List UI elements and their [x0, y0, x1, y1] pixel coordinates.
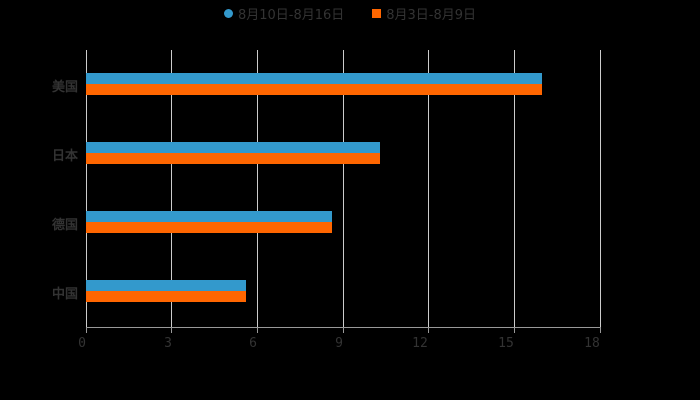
bar-japan-series-1[interactable]	[86, 142, 380, 153]
x-tick	[86, 327, 87, 333]
gridline	[171, 50, 172, 327]
x-tick	[600, 327, 601, 333]
gridline	[428, 50, 429, 327]
x-tick-label: 15	[498, 336, 514, 351]
x-tick	[514, 327, 515, 333]
bar-china-series-1[interactable]	[86, 280, 246, 291]
x-tick	[171, 327, 172, 333]
bar-japan-series-2[interactable]	[86, 153, 380, 164]
x-tick-label: 6	[249, 336, 257, 351]
x-tick-label: 3	[164, 336, 172, 351]
category-label-usa: 美国	[51, 80, 78, 95]
x-tick-label: 0	[78, 336, 86, 351]
category-label-japan: 日本	[51, 149, 78, 164]
bar-usa-series-1[interactable]	[86, 73, 542, 84]
x-tick-label: 18	[584, 336, 600, 351]
x-tick	[257, 327, 258, 333]
legend-marker-blue-icon	[223, 8, 233, 18]
category-label-china: 中国	[51, 287, 78, 302]
bar-germany-series-1[interactable]	[86, 211, 332, 222]
bar-usa-series-2[interactable]	[86, 84, 542, 95]
legend-label: 8月3日-8月9日	[386, 7, 477, 23]
category-label-germany: 德国	[51, 218, 78, 233]
gridline	[257, 50, 258, 327]
legend-label: 8月10日-8月16日	[237, 7, 345, 23]
legend-item-series-2[interactable]: 8月3日-8月9日	[372, 4, 477, 23]
bar-china-series-2[interactable]	[86, 291, 246, 302]
gridline	[600, 50, 601, 327]
gridline	[514, 50, 515, 327]
legend-marker-orange-icon	[372, 8, 382, 18]
bar-germany-series-2[interactable]	[86, 222, 332, 233]
x-tick-label: 12	[412, 336, 428, 351]
x-tick-label: 9	[335, 336, 343, 351]
gridline	[86, 50, 87, 327]
gridline	[343, 50, 344, 327]
legend: 8月10日-8月16日 8月3日-8月9日	[0, 4, 700, 23]
x-tick	[343, 327, 344, 333]
legend-item-series-1[interactable]: 8月10日-8月16日	[223, 4, 345, 23]
x-tick	[428, 327, 429, 333]
